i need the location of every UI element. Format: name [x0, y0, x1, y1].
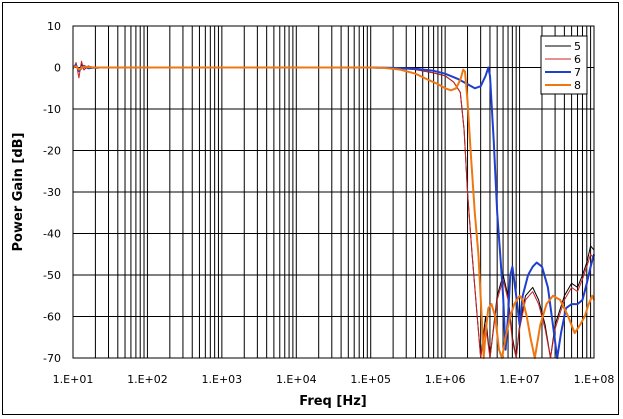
- y-tick-labels: 10 0 -10 -20 -30 -40 -50 -60 -70: [43, 20, 61, 365]
- y-tick-label: -20: [43, 145, 61, 158]
- y-tick-label: -40: [43, 228, 61, 241]
- x-tick-label: 1.E+05: [350, 373, 391, 386]
- y-tick-label: -10: [43, 103, 61, 116]
- legend-label-7: 7: [574, 66, 581, 79]
- grid-lines: [72, 25, 594, 359]
- series-layer: [72, 60, 595, 359]
- y-tick-label: -50: [43, 269, 61, 282]
- y-tick-label: -70: [43, 352, 61, 365]
- x-tick-label: 1.E+04: [276, 373, 317, 386]
- x-tick-label: 1.E+02: [127, 373, 168, 386]
- y-tick-label: 10: [47, 20, 61, 33]
- y-tick-label: -30: [43, 186, 61, 199]
- legend-label-5: 5: [574, 40, 581, 53]
- y-tick-label: -60: [43, 311, 61, 324]
- x-tick-label: 1.E+07: [499, 373, 540, 386]
- x-tick-label: 1.E+01: [53, 373, 94, 386]
- x-tick-label: 1.E+08: [574, 373, 615, 386]
- x-axis-title: Freq [Hz]: [299, 394, 366, 409]
- series-line-8: [72, 65, 595, 359]
- plot-border: [72, 25, 595, 359]
- y-tick-label: 0: [54, 62, 61, 75]
- legend-label-6: 6: [574, 53, 581, 66]
- y-axis-title: Power Gain [dB]: [11, 133, 26, 252]
- x-tick-label: 1.E+06: [425, 373, 466, 386]
- x-tick-label: 1.E+03: [202, 373, 243, 386]
- legend-label-8: 8: [574, 79, 581, 92]
- x-tick-labels: 1.E+01 1.E+02 1.E+03 1.E+04 1.E+05 1.E+06 1.E+…: [53, 373, 615, 386]
